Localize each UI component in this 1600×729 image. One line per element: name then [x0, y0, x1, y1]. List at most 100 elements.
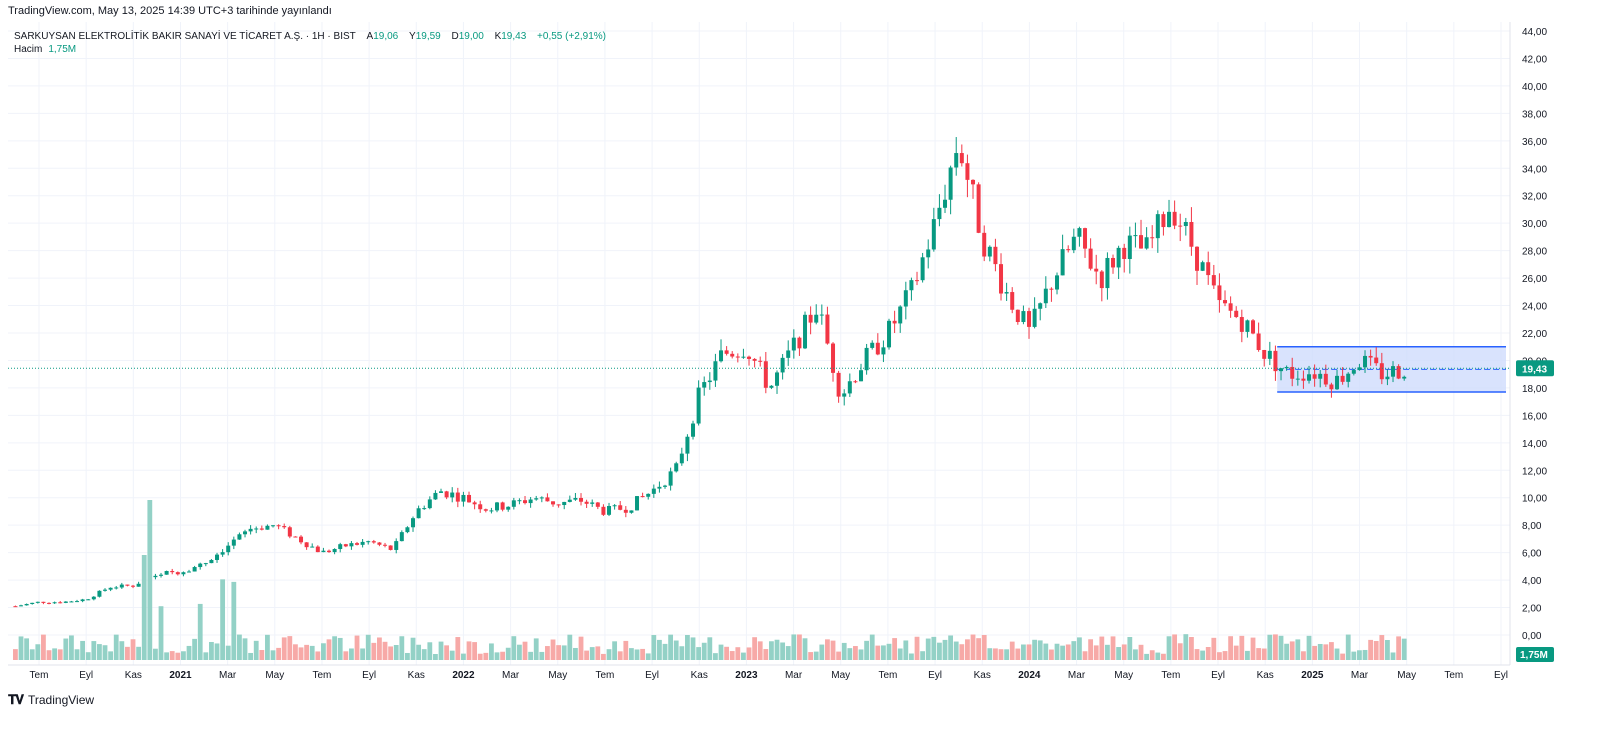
candle-body	[282, 526, 287, 528]
volume-bar	[545, 646, 550, 660]
volume-bar	[657, 639, 662, 660]
volume-bar	[281, 637, 287, 660]
last-price-label: 19,43	[1522, 364, 1547, 375]
candle-body	[920, 257, 925, 281]
candle-body	[41, 601, 46, 603]
volume-bar	[113, 634, 119, 660]
candle-body	[1015, 309, 1020, 323]
volume-bar	[477, 653, 483, 660]
volume-bar	[1250, 637, 1256, 660]
candle-body	[338, 544, 343, 550]
candle-body	[506, 506, 511, 510]
candle-body	[321, 550, 326, 553]
candle-body	[1004, 292, 1009, 294]
x-tick-label: 2025	[1301, 670, 1324, 681]
tradingview-footer[interactable]: 𝐓𝐕 TradingView	[8, 692, 94, 708]
volume-bar	[573, 647, 578, 660]
candle-body	[69, 601, 74, 603]
volume-bar	[1144, 653, 1150, 660]
candle-body	[640, 496, 645, 498]
x-tick-label: Kas	[1257, 670, 1274, 681]
volume-bar	[959, 644, 965, 660]
y-tick-label: 32,00	[1522, 192, 1547, 203]
tradingview-logo-icon: 𝐓𝐕	[8, 692, 24, 707]
candle-body	[489, 510, 494, 512]
candle-body	[887, 320, 892, 348]
volume-bar	[253, 640, 259, 660]
volume-bar	[746, 647, 752, 660]
volume-bar	[679, 646, 685, 660]
volume-bar	[225, 645, 231, 660]
volume-bar	[1267, 634, 1273, 660]
candle-body	[567, 499, 572, 502]
candle-body	[635, 496, 640, 511]
candle-body	[1027, 311, 1032, 327]
candle-body	[388, 545, 393, 550]
candle-body	[1116, 247, 1121, 268]
x-tick-label: Eyl	[645, 670, 659, 681]
y-tick-label: 36,00	[1522, 137, 1547, 148]
candle-body	[1385, 376, 1390, 380]
volume-bar	[769, 641, 774, 660]
volume-bar	[158, 606, 164, 660]
candle-body	[1340, 375, 1345, 382]
volume-bar	[948, 635, 954, 660]
candle-body	[170, 571, 175, 573]
volume-bar	[1345, 634, 1351, 660]
candle-body	[534, 498, 539, 500]
volume-bar	[987, 648, 993, 660]
volume-bar	[108, 651, 114, 660]
volume-bar	[1373, 641, 1379, 660]
candle-body	[915, 280, 920, 282]
volume-bar	[1323, 644, 1329, 660]
candle-body	[1312, 374, 1317, 379]
volume-bar	[489, 643, 494, 660]
x-tick-label: Mar	[219, 670, 237, 681]
volume-bar	[713, 653, 718, 660]
y-tick-label: 16,00	[1522, 411, 1547, 422]
volume-bar	[444, 645, 450, 660]
volume-bar	[785, 646, 791, 660]
volume-bar	[1049, 649, 1054, 660]
volume-bar	[466, 641, 472, 660]
y-tick-label: 4,00	[1522, 576, 1542, 587]
candle-body	[1279, 368, 1284, 372]
candle-body	[579, 497, 584, 502]
volume-bar	[293, 644, 298, 660]
volume-bar	[1189, 637, 1194, 660]
candle-body	[724, 350, 729, 354]
candle-body	[175, 572, 180, 575]
volume-bar	[522, 641, 528, 660]
volume-bar	[690, 637, 696, 660]
volume-bar	[91, 641, 97, 660]
candle-body	[1172, 211, 1177, 226]
volume-bar	[1273, 634, 1278, 660]
candle-body	[58, 602, 63, 604]
volume-bar	[886, 643, 892, 660]
volume-bar	[326, 639, 332, 660]
volume-bar	[35, 644, 41, 660]
candle-body	[276, 525, 281, 527]
volume-bar	[970, 634, 976, 660]
volume-bar	[141, 555, 147, 660]
volume-bar	[186, 645, 192, 660]
volume-bar	[1340, 653, 1346, 660]
volume-bar	[1396, 636, 1402, 660]
volume-bar	[729, 651, 735, 660]
volume-bar	[1245, 650, 1250, 660]
volume-bar	[1312, 645, 1318, 660]
candle-body	[461, 494, 466, 502]
candle-body	[450, 492, 455, 498]
candle-body	[153, 575, 158, 578]
candle-body	[1021, 311, 1026, 323]
candle-body	[954, 153, 959, 168]
candle-body	[293, 536, 298, 538]
candle-body	[1379, 363, 1384, 380]
candle-body	[814, 314, 819, 323]
volume-bar	[589, 647, 595, 660]
candle-body	[405, 527, 410, 533]
candle-body	[881, 347, 886, 355]
volume-bar	[813, 651, 819, 660]
candle-body	[730, 353, 735, 357]
